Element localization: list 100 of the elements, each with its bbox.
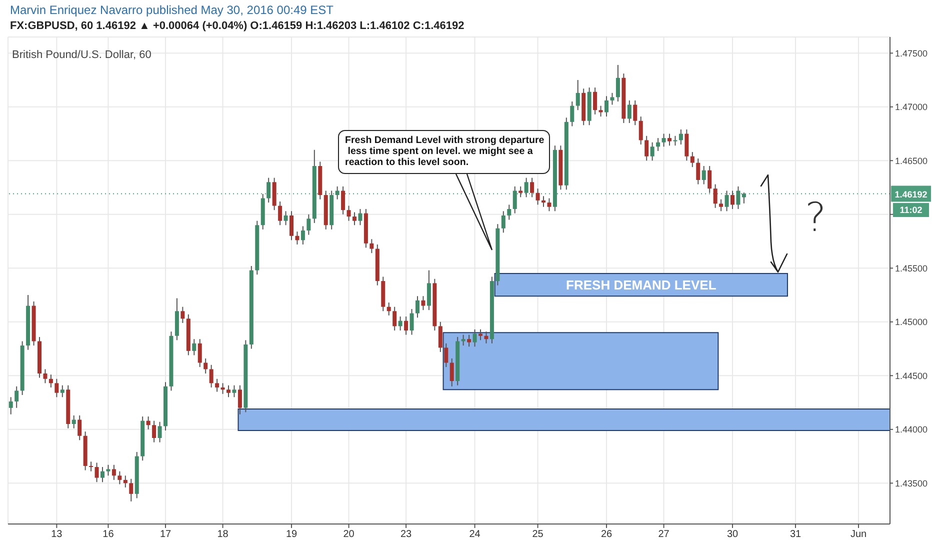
candlestick [604,96,608,118]
annotation: Fresh Demand Level with strong departure less time spent on level. we might see a reaction to this level soon. [338,130,550,174]
candlestick [576,80,580,111]
candlestick [290,210,294,241]
candlestick [100,466,104,483]
candlestick [158,421,162,443]
y-tick-label: 1.46500 [895,156,928,166]
candlestick [404,316,408,336]
text: 11:02 [893,202,929,217]
y-tick-label: 1.43500 [895,478,928,488]
candlestick [512,186,517,214]
x-tick-label: 18 [217,529,229,540]
candlestick [644,135,649,162]
candlestick [112,464,116,480]
candlestick [146,416,150,430]
candlestick [524,177,528,198]
candlestick [192,338,196,356]
candlestick [472,328,477,348]
candlestick [610,92,614,106]
x-tick-label: 17 [160,529,172,540]
candlestick [719,198,724,212]
candlestick [209,364,214,388]
x-tick-label: 16 [102,529,114,540]
candlestick [232,384,236,398]
candlestick [352,212,356,226]
candlestick [627,100,632,124]
candlestick [238,384,242,415]
candlestick [421,296,426,311]
y-tick-label: 1.47500 [895,48,928,58]
candlestick [444,342,448,368]
candlestick [341,186,346,215]
candlestick [398,316,402,331]
candlestick [426,270,431,311]
candlestick [370,238,374,254]
candlestick [673,135,678,146]
candlestick [684,128,689,162]
candlestick [89,461,94,472]
x-tick-label: 23 [400,529,412,540]
candlestick [392,306,397,331]
candlestick [335,186,340,200]
candlestick [742,192,746,204]
y-tick-label: 1.44500 [895,370,928,381]
candlestick [14,386,19,408]
candlestick [736,186,740,210]
candlestick [220,382,225,394]
candlestick [633,100,638,126]
y-tick-label: 1.44000 [895,424,928,435]
candlestick [300,226,305,245]
candlestick [272,177,276,211]
candlestick [650,142,654,162]
ref-line-label: 1.46192 [894,190,928,200]
x-tick-label: 19 [286,529,298,540]
candlestick [484,331,488,344]
band-label: FRESH DEMAND LEVEL [566,277,716,292]
candlestick [598,105,603,118]
candlestick [123,475,128,488]
candlestick [570,101,574,127]
candlestick [152,420,156,443]
candlestick [724,190,729,212]
candlestick [78,414,82,441]
candlestick [306,214,311,236]
candlestick [106,464,110,476]
candlestick [730,190,734,210]
candlestick [215,378,220,392]
y-tick-label: 1.45000 [895,317,928,328]
candlestick [708,166,712,194]
candlestick [438,321,442,352]
candlestick [656,138,660,152]
candlestick [501,210,506,234]
candlestick [678,128,683,146]
candlestick [358,208,362,226]
candlestick [690,152,694,168]
x-tick-label: 30 [726,529,738,540]
candlestick [48,374,53,388]
y-tick-label: 1.45500 [895,263,928,274]
candlestick [386,302,391,316]
candlestick [536,188,540,206]
candlestick [542,196,546,208]
candlestick [284,210,288,226]
candlestick [266,177,271,204]
candlestick [696,158,700,185]
x-tick-label: 27 [658,529,670,540]
candlestick [204,358,208,374]
candlestick [8,396,13,415]
x-tick-label: 31 [790,529,802,540]
candlestick [638,116,643,146]
candlestick [461,334,466,346]
candlestick [467,334,472,348]
candlestick [60,384,64,398]
candlestick [198,338,202,368]
candlestick [416,296,420,318]
x-tick-label: 13 [51,529,63,540]
candlestick [226,384,230,398]
candlestick [346,205,351,222]
candlestick [54,378,59,398]
chart-subtitle: FX:GBPUSD, 60 1.46192 ▲ +0.00064 (+0.04%) O:1.46159 H:1.46203 L:1.46102 C:1.46192 [10,20,464,32]
candlestick [518,186,523,198]
candlestick [702,166,706,185]
candlestick [478,328,482,341]
x-tick-label: 25 [532,529,544,540]
